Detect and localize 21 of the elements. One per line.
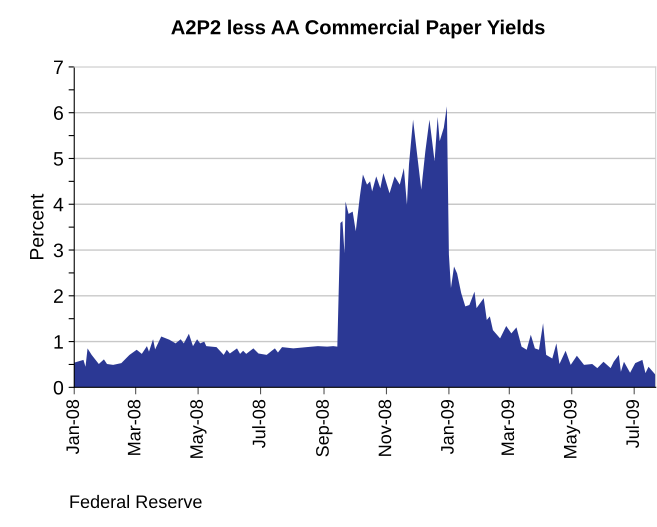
x-tick-label: Jan-08 (66, 400, 80, 454)
y-tick-label: 5 (54, 152, 64, 166)
y-tick-label: 7 (54, 60, 63, 74)
y-tick-label: 6 (54, 106, 63, 120)
y-tick-label: 3 (54, 243, 63, 258)
x-tick-label: Jul-08 (252, 400, 266, 448)
x-tick-label: Mar-09 (501, 400, 514, 455)
chart-title: A2P2 less AA Commercial Paper Yields (171, 20, 545, 38)
x-tick-label: Jul-09 (626, 400, 640, 448)
x-tick-label: Mar-08 (128, 400, 141, 455)
y-tick-label: 1 (54, 335, 63, 349)
text: Federal Reserve (70, 494, 202, 508)
x-tick-label: Nov-08 (378, 400, 392, 456)
y-axis-title: Percent (30, 194, 44, 260)
y-tick-label: 0 (54, 380, 64, 395)
x-tick-label: May-08 (190, 400, 207, 458)
x-tick-label: Jan-09 (440, 400, 454, 454)
x-tick-label: Sep-08 (316, 400, 332, 457)
y-tick-label: 4 (53, 198, 64, 212)
x-tick-label: May-09 (564, 400, 580, 458)
y-tick-label: 2 (54, 289, 63, 303)
